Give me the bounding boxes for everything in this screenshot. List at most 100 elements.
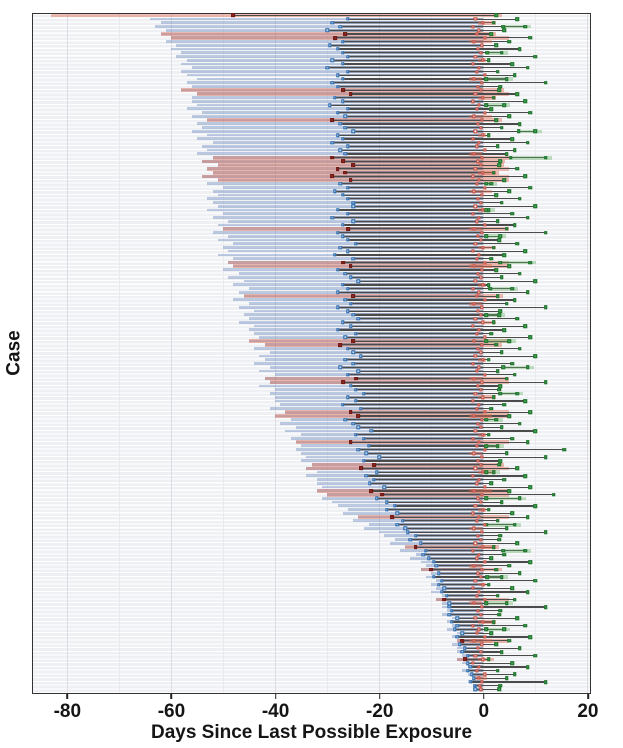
onset-marker bbox=[473, 92, 478, 96]
detection-marker bbox=[496, 444, 500, 448]
onset-point-marker bbox=[340, 380, 345, 385]
detection-stem bbox=[332, 59, 489, 61]
detection-stem bbox=[342, 78, 507, 80]
onset-marker bbox=[479, 538, 483, 542]
detection-marker bbox=[494, 13, 499, 18]
gridline-major bbox=[483, 13, 485, 693]
incubation-start-marker bbox=[432, 560, 436, 564]
onset-marker bbox=[477, 215, 481, 220]
incubation-start-marker bbox=[341, 137, 345, 141]
incubation-start-marker bbox=[341, 320, 345, 325]
onset-marker bbox=[471, 474, 475, 478]
onset-marker bbox=[473, 279, 478, 283]
detection-marker bbox=[543, 605, 548, 609]
onset-point-marker bbox=[369, 489, 374, 493]
onset-marker bbox=[475, 69, 479, 74]
incubation-start-marker bbox=[374, 496, 379, 501]
onset-marker bbox=[480, 156, 484, 160]
case-row bbox=[33, 575, 590, 579]
onset-marker bbox=[473, 354, 478, 358]
detection-stem bbox=[347, 198, 520, 200]
incubation-start-marker bbox=[354, 388, 358, 392]
incubation-start-marker bbox=[439, 579, 444, 583]
case-row bbox=[33, 92, 590, 96]
incubation-start-marker bbox=[338, 122, 342, 126]
onset-marker bbox=[477, 515, 481, 519]
exposure-band bbox=[155, 25, 484, 28]
onset-marker bbox=[480, 343, 484, 347]
detection-stem bbox=[342, 160, 500, 162]
onset-marker bbox=[473, 654, 478, 658]
case-row bbox=[33, 35, 590, 40]
detection-stem bbox=[379, 456, 546, 458]
incubation-start-marker bbox=[473, 683, 477, 688]
detection-stem bbox=[350, 325, 525, 327]
incubation-start-marker bbox=[361, 436, 366, 441]
case-row bbox=[33, 174, 590, 179]
detection-marker bbox=[510, 511, 514, 516]
detection-marker bbox=[491, 21, 496, 25]
case-row bbox=[33, 88, 590, 93]
detection-marker bbox=[496, 219, 500, 224]
onset-marker bbox=[483, 223, 487, 227]
detection-marker bbox=[528, 560, 532, 564]
x-tick-mark bbox=[66, 693, 69, 699]
incubation-start-marker bbox=[343, 125, 348, 130]
onset-marker bbox=[483, 523, 487, 527]
case-row bbox=[33, 608, 590, 613]
incubation-start-marker bbox=[408, 537, 413, 542]
incubation-start-marker bbox=[338, 365, 342, 370]
detection-stem bbox=[457, 625, 525, 627]
incubation-start-marker bbox=[346, 69, 350, 74]
detection-stem bbox=[329, 44, 497, 46]
detection-marker bbox=[486, 507, 491, 512]
detection-marker bbox=[491, 95, 496, 100]
case-row bbox=[33, 50, 590, 55]
detection-stem bbox=[433, 576, 502, 578]
incubation-start-marker bbox=[330, 140, 335, 145]
detection-marker bbox=[512, 373, 517, 377]
onset-marker bbox=[473, 616, 478, 620]
detection-marker bbox=[497, 388, 501, 392]
detection-stem bbox=[353, 295, 498, 297]
detection-stem bbox=[332, 142, 528, 144]
detection-marker bbox=[525, 440, 530, 445]
onset-marker bbox=[473, 54, 478, 59]
detection-marker bbox=[525, 515, 530, 519]
detection-marker bbox=[523, 249, 527, 254]
detection-marker bbox=[510, 586, 514, 591]
onset-marker bbox=[476, 646, 480, 650]
detection-marker bbox=[486, 208, 491, 212]
detection-stem bbox=[353, 202, 502, 204]
detection-marker bbox=[494, 417, 499, 422]
detection-marker bbox=[498, 608, 502, 613]
detection-band bbox=[498, 391, 524, 396]
detection-band bbox=[484, 522, 521, 527]
detection-stem bbox=[355, 333, 492, 335]
detection-stem bbox=[420, 542, 518, 544]
onset-point-marker bbox=[330, 174, 335, 179]
onset-marker bbox=[480, 455, 484, 459]
detection-stem bbox=[350, 93, 518, 95]
onset-band bbox=[478, 395, 497, 400]
detection-stem bbox=[337, 231, 546, 234]
onset-marker bbox=[472, 189, 476, 193]
incubation-start-marker bbox=[470, 672, 474, 677]
detection-stem bbox=[350, 179, 505, 181]
detection-marker bbox=[504, 301, 509, 306]
detection-marker bbox=[523, 623, 527, 628]
onset-marker bbox=[473, 317, 478, 321]
detection-stem bbox=[342, 52, 502, 54]
detection-stem bbox=[342, 235, 500, 237]
incubation-start-marker bbox=[354, 331, 358, 336]
case-row bbox=[33, 403, 590, 407]
onset-marker bbox=[477, 141, 481, 145]
case-row bbox=[33, 638, 590, 643]
detection-marker bbox=[494, 268, 499, 272]
detection-stem bbox=[358, 426, 502, 428]
incubation-start-marker bbox=[368, 481, 372, 486]
onset-point-marker bbox=[351, 294, 356, 299]
onset-marker bbox=[480, 530, 484, 534]
onset-marker bbox=[480, 118, 484, 122]
exposure-band bbox=[165, 28, 484, 32]
